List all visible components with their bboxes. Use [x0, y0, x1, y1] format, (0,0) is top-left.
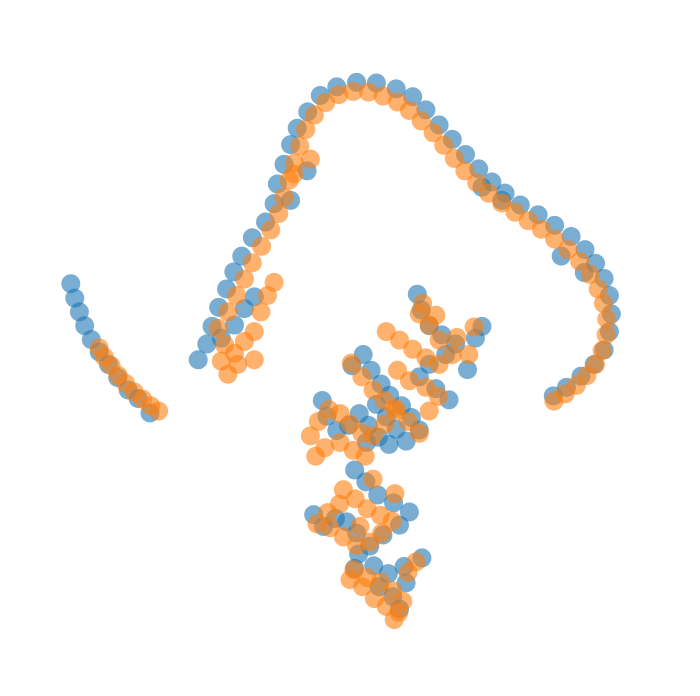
scatter-point	[423, 123, 443, 143]
scatter-point	[419, 401, 439, 421]
series-layer	[61, 72, 621, 630]
scatter-point	[596, 325, 616, 345]
scatter-point	[459, 345, 479, 365]
scatter-point	[296, 120, 316, 140]
scatter-point	[149, 401, 169, 421]
scatter-point	[234, 269, 254, 289]
scatter-point	[208, 318, 228, 338]
scatter-point	[406, 552, 426, 572]
scatter-point	[352, 367, 372, 387]
scatter-point	[333, 527, 353, 547]
scatter-point	[341, 353, 361, 373]
scatter-point	[358, 82, 378, 102]
scatter-point	[479, 183, 499, 203]
scatter-point	[411, 111, 431, 131]
scatter-point	[434, 135, 454, 155]
scatter-point	[306, 446, 326, 466]
scatter-point	[413, 293, 433, 313]
scatter-point	[570, 251, 590, 271]
scatter-point	[457, 360, 477, 380]
scatter-point	[385, 484, 405, 504]
scatter-point	[363, 469, 383, 489]
scatter-point	[274, 187, 294, 207]
scatter-point	[261, 220, 281, 240]
scatter-point	[464, 317, 484, 337]
scatter-point	[197, 334, 217, 354]
scatter-point	[340, 570, 360, 590]
scatter-point	[373, 86, 393, 106]
scatter-point	[244, 350, 264, 370]
scatter-point	[545, 229, 565, 249]
scatter-point	[329, 494, 349, 514]
scatter-point	[384, 610, 404, 630]
scatter-point	[242, 253, 262, 273]
scatter-point	[345, 460, 365, 480]
scatter-point	[416, 377, 436, 397]
scatter-point	[350, 516, 370, 536]
scatter-point	[398, 411, 418, 431]
scatter-point	[442, 345, 462, 365]
scatter-point	[593, 293, 613, 313]
scatter-point	[61, 274, 81, 294]
scatter-point	[330, 432, 350, 452]
scatter-point	[492, 193, 512, 213]
scatter-point	[251, 302, 271, 322]
scatter-point	[252, 236, 272, 256]
scatter-point	[455, 161, 475, 181]
scatter-point	[363, 426, 383, 446]
scatter-point	[426, 305, 446, 325]
scatter-point	[444, 148, 464, 168]
scatter-point	[264, 272, 284, 292]
scatter-point	[329, 85, 349, 105]
scatter-point	[447, 328, 467, 347]
scatter-point	[580, 265, 600, 285]
scatter-point	[290, 136, 310, 156]
scatter-point	[368, 485, 388, 505]
scatter-point	[343, 82, 363, 101]
scatter-point	[211, 351, 231, 371]
scatter-point	[218, 302, 238, 322]
scatter-point	[429, 330, 449, 350]
scatter-point	[429, 354, 449, 374]
scatter-point	[388, 360, 408, 380]
scatter-point	[226, 286, 246, 306]
series-2	[89, 82, 617, 630]
scatter-point	[558, 240, 578, 260]
scatter-point	[409, 423, 429, 443]
scatter-point	[284, 164, 304, 184]
scatter-point	[399, 502, 419, 522]
scatter-point	[385, 398, 405, 418]
scatter-point	[364, 589, 384, 609]
scatter-point	[588, 279, 608, 299]
scatter-point	[244, 322, 264, 342]
scatter-point	[531, 219, 551, 239]
scatter-point	[188, 350, 208, 370]
scatter-point	[379, 434, 399, 454]
scatter-point	[300, 426, 320, 446]
scatter-point	[390, 330, 409, 350]
scatter-point	[269, 204, 289, 224]
scatter-point	[304, 105, 324, 125]
scatter-point	[597, 309, 617, 329]
scatter-point	[300, 149, 320, 169]
scatter-point	[375, 414, 395, 434]
scatter-point	[544, 391, 564, 411]
